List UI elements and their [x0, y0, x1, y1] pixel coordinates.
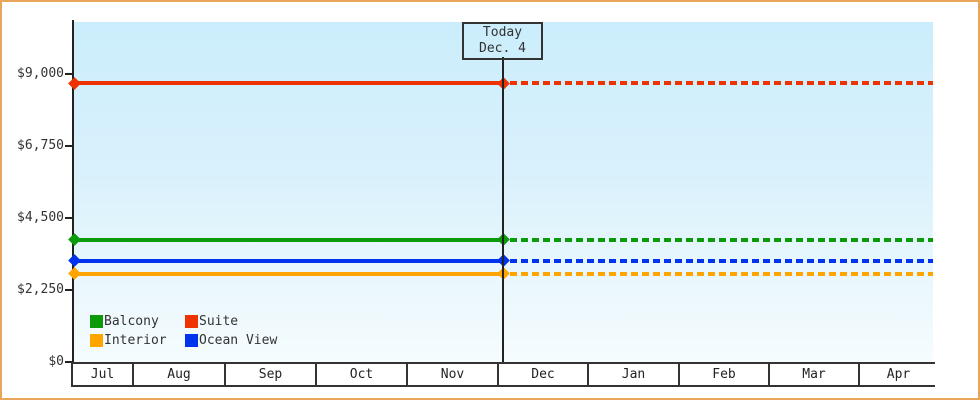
- month-cell-feb: Feb: [678, 364, 768, 385]
- y-tick-label: $4,500: [17, 209, 64, 225]
- series-projection-suite: [510, 81, 933, 86]
- legend-item-ocean-view: Ocean View: [185, 333, 277, 347]
- legend-item-suite: Suite: [185, 314, 277, 328]
- series-line-suite: [74, 81, 503, 86]
- month-cell-nov: Nov: [406, 364, 497, 385]
- series-projection-ocean-view: [510, 258, 933, 263]
- legend-swatch-icon: [90, 333, 103, 347]
- y-tick-label: $2,250: [17, 281, 64, 297]
- y-tick-mark: [65, 288, 73, 291]
- legend-label: Ocean View: [199, 332, 278, 348]
- month-cell-jul: Jul: [90, 367, 115, 382]
- legend-label: Interior: [104, 332, 167, 348]
- today-label: Today: [482, 25, 523, 40]
- month-cell-sep: Sep: [224, 364, 315, 385]
- today-annotation-box: Today Dec. 4: [462, 22, 543, 60]
- today-date: Dec. 4: [479, 41, 526, 56]
- month-cell-jan: Jan: [587, 364, 678, 385]
- month-cell-aug: Aug: [132, 364, 224, 385]
- series-line-ocean-view: [74, 258, 503, 263]
- y-tick-label: $0: [48, 353, 64, 369]
- legend-swatch-icon: [185, 314, 198, 328]
- legend-item-interior: Interior: [90, 333, 185, 347]
- month-cell-mar: Mar: [768, 364, 858, 385]
- legend-swatch-icon: [90, 314, 103, 328]
- legend-label: Suite: [199, 313, 239, 329]
- series-projection-balcony: [510, 237, 933, 242]
- y-axis-line: [72, 20, 74, 362]
- today-vertical-line: [502, 57, 504, 362]
- month-cell-oct: Oct: [315, 364, 406, 385]
- legend-item-balcony: Balcony: [90, 314, 185, 328]
- y-tick-mark: [65, 216, 73, 219]
- series-line-interior: [74, 271, 503, 276]
- y-tick-label: $6,750: [17, 137, 64, 153]
- legend-swatch-icon: [185, 333, 198, 347]
- y-tick-mark: [65, 360, 73, 363]
- legend: Balcony Suite Interior Ocean View: [90, 314, 277, 347]
- x-axis-month-row: Jul Aug Sep Oct Nov Dec Jan Feb Mar Apr: [71, 362, 935, 387]
- y-tick-mark: [65, 144, 73, 147]
- month-cell-apr: Apr: [858, 364, 937, 385]
- legend-label: Balcony: [104, 313, 159, 329]
- month-cell-dec: Dec: [497, 364, 587, 385]
- y-tick-label: $9,000: [17, 65, 64, 81]
- series-line-balcony: [74, 237, 503, 242]
- series-projection-interior: [510, 271, 933, 276]
- y-tick-mark: [65, 72, 73, 75]
